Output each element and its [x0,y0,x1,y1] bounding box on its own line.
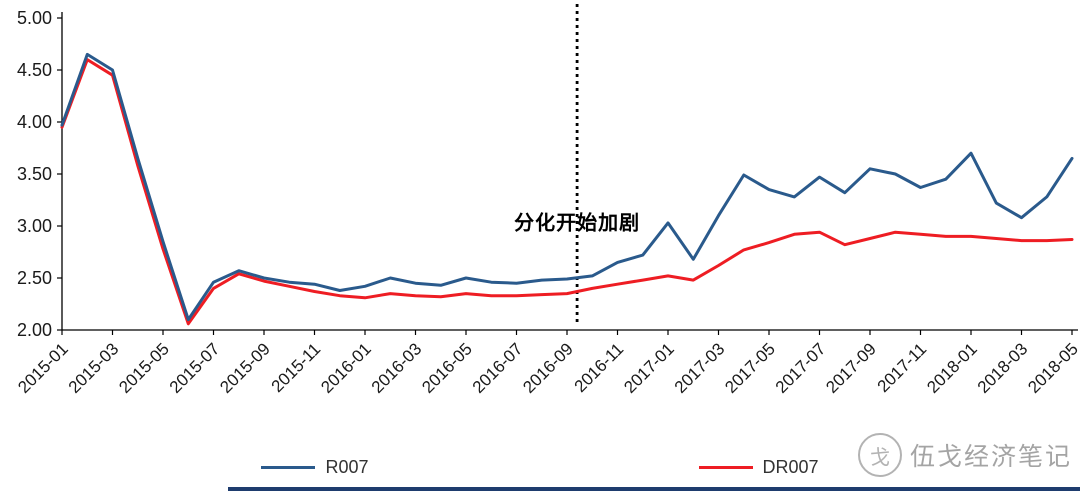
x-tick-label: 2016-01 [317,339,375,397]
legend-swatch-dr007 [698,466,753,469]
y-tick-label: 4.00 [17,112,52,132]
r007-line [60,52,1074,322]
x-tick-label: 2017-03 [671,339,729,397]
x-tick-label: 2016-03 [368,339,426,397]
legend-label-dr007: DR007 [762,457,819,477]
y-tick-label: 3.00 [17,216,52,236]
x-tick-label: 2016-11 [571,339,628,396]
dr007-line [60,58,1074,326]
x-tick-label: 2015-09 [216,339,274,397]
legend-item-dr007: DR007 [698,457,819,478]
legend-label-r007: R007 [325,457,369,477]
x-tick-label: 2016-07 [469,339,527,397]
x-tick-label: 2017-09 [822,339,880,397]
watermark-text: 伍戈经济笔记 [909,442,1072,471]
x-tick-label: 2018-01 [923,339,981,397]
y-tick-label: 3.50 [17,164,52,184]
x-tick-label: 2017-11 [874,339,931,396]
bottom-accent-bar [228,487,1080,491]
legend-item-r007: R007 [261,457,369,478]
legend-swatch-r007 [261,466,316,469]
watermark-logo-icon: 戈 [857,433,902,477]
x-tick-label: 2018-05 [1024,339,1080,397]
legend: R007 DR007 [0,457,1080,478]
x-tick-label: 2015-03 [65,339,123,397]
x-tick-label: 2015-11 [268,339,325,396]
x-tick-label: 2017-01 [620,339,678,397]
y-tick-label: 2.00 [17,320,52,340]
x-tick-label: 2015-07 [166,339,224,397]
x-tick-label: 2018-03 [974,339,1032,397]
x-tick-label: 2017-07 [772,339,830,397]
y-tick-label: 2.50 [17,268,52,288]
x-tick-label: 2015-01 [14,339,72,397]
y-tick-label: 5.00 [17,8,52,28]
watermark: 戈 伍戈经济笔记 [857,433,1072,477]
x-tick-label: 2016-05 [418,339,476,397]
x-tick-label: 2015-05 [115,339,173,397]
x-tick-label: 2016-09 [519,339,577,397]
y-tick-label: 4.50 [17,60,52,80]
annotation-text: 分化开始加剧 [514,212,641,235]
x-tick-label: 2017-05 [721,339,779,397]
